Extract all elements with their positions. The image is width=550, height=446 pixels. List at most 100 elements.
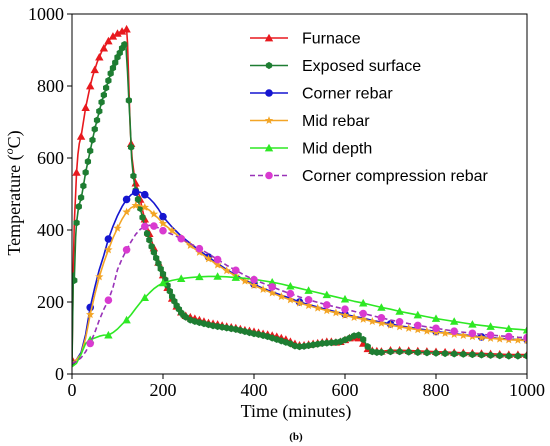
data-point-furnace: [122, 24, 131, 33]
data-point-exposed-surface: [72, 276, 78, 284]
data-point-corner-compression-rebar: [414, 321, 422, 330]
data-point-exposed-surface: [80, 182, 87, 190]
legend-marker: [265, 89, 273, 97]
data-point-exposed-surface: [96, 107, 103, 115]
axes-group: [71, 13, 528, 375]
x-tick-label: 400: [241, 380, 268, 400]
data-point-exposed-surface: [77, 194, 85, 202]
data-point-mid-depth: [377, 303, 386, 311]
data-point-exposed-surface: [355, 331, 362, 339]
data-point-corner-compression-rebar: [432, 324, 440, 333]
data-point-exposed-surface: [514, 352, 522, 360]
legend-item-corner-rebar: Corner rebar: [250, 86, 393, 103]
data-point-mid-depth: [122, 315, 131, 324]
data-point-mid-depth: [195, 272, 204, 281]
data-point-corner-compression-rebar: [395, 318, 404, 326]
data-point-mid-depth: [177, 274, 186, 282]
data-point-exposed-surface: [441, 349, 449, 358]
data-point-corner-compression-rebar: [150, 222, 158, 230]
data-point-corner-rebar: [141, 190, 149, 199]
data-point-mid-rebar: [295, 298, 304, 307]
legend-item-exposed-surface: Exposed surface: [250, 58, 421, 75]
data-point-exposed-surface: [460, 350, 467, 358]
data-point-mid-rebar: [131, 201, 140, 210]
data-point-corner-compression-rebar: [86, 339, 94, 348]
data-point-mid-rebar: [268, 288, 277, 297]
data-point-exposed-surface: [103, 84, 110, 92]
legend-marker: [264, 143, 274, 152]
data-point-mid-rebar: [349, 313, 359, 322]
data-point-corner-rebar: [159, 212, 167, 221]
data-point-exposed-surface: [87, 147, 94, 155]
data-point-mid-depth: [413, 310, 422, 319]
y-axis-title-main: Temperature (: [4, 154, 25, 255]
data-point-mid-depth: [359, 298, 368, 307]
series-group: [72, 24, 527, 368]
data-point-mid-depth: [522, 325, 527, 334]
data-point-corner-rebar: [104, 235, 113, 243]
data-point-mid-rebar: [286, 295, 295, 304]
data-point-exposed-surface: [148, 242, 155, 251]
x-tick-label: 0: [68, 380, 77, 400]
legend-marker: [265, 171, 273, 180]
data-point-exposed-surface: [360, 335, 367, 344]
data-point-corner-compression-rebar: [268, 283, 277, 291]
data-point-mid-depth: [286, 281, 295, 290]
data-point-mid-rebar: [513, 335, 523, 344]
data-point-furnace: [76, 132, 86, 140]
data-point-mid-rebar: [422, 326, 432, 335]
data-point-corner-compression-rebar: [377, 314, 386, 322]
legend-marker: [264, 33, 274, 42]
y-tick-label: 800: [37, 76, 64, 96]
data-point-mid-depth: [304, 286, 313, 294]
data-point-exposed-surface: [91, 125, 98, 133]
data-point-corner-compression-rebar: [505, 332, 513, 341]
plot-area: [72, 14, 527, 374]
legend-marker: [265, 61, 273, 70]
data-point-mid-depth: [504, 324, 513, 332]
data-point-mid-rebar: [249, 281, 259, 289]
data-point-mid-depth: [431, 314, 441, 322]
data-point-furnace: [86, 81, 95, 90]
data-point-exposed-surface: [153, 254, 160, 262]
data-point-exposed-surface: [364, 343, 371, 351]
data-point-corner-compression-rebar: [323, 301, 331, 309]
data-point-exposed-surface: [405, 348, 412, 356]
data-point-mid-rebar: [304, 301, 313, 310]
data-point-exposed-surface: [155, 259, 162, 268]
data-point-exposed-surface: [98, 98, 105, 106]
data-point-mid-depth: [268, 278, 277, 286]
legend-label: Furnace: [302, 31, 361, 48]
data-point-corner-compression-rebar: [304, 296, 313, 304]
data-point-exposed-surface: [157, 265, 164, 273]
data-point-exposed-surface: [105, 77, 112, 85]
data-point-mid-rebar: [95, 272, 104, 281]
data-point-corner-compression-rebar: [159, 226, 167, 235]
data-point-exposed-surface: [107, 69, 114, 77]
data-point-furnace: [95, 53, 104, 61]
y-axis-title-unit: C): [4, 130, 25, 148]
subfigure-label: (b): [289, 431, 303, 443]
x-tick-label: 800: [423, 380, 450, 400]
data-point-mid-rebar: [404, 323, 413, 332]
data-point-mid-rebar: [413, 325, 422, 334]
data-point-exposed-surface: [159, 270, 167, 278]
data-point-mid-rebar: [140, 202, 149, 211]
series-exposed-surface: [72, 41, 527, 367]
data-point-corner-compression-rebar: [195, 244, 204, 253]
data-point-corner-compression-rebar: [450, 327, 459, 335]
data-point-exposed-surface: [166, 287, 173, 295]
data-point-corner-compression-rebar: [122, 246, 131, 254]
data-point-exposed-surface: [150, 248, 158, 256]
data-point-mid-depth: [104, 330, 113, 339]
data-point-exposed-surface: [146, 236, 153, 244]
series-corner-compression-rebar: [72, 222, 527, 364]
data-point-mid-rebar: [277, 292, 286, 301]
legend-item-mid-rebar: Mid rebar: [250, 113, 370, 130]
legend-item-mid-depth: Mid depth: [250, 141, 372, 158]
data-point-exposed-surface: [505, 352, 512, 360]
data-point-corner-compression-rebar: [359, 309, 368, 318]
data-point-exposed-surface: [396, 348, 403, 356]
legend: Furnace Exposed surface Corner rebar Mid re…: [250, 31, 489, 185]
